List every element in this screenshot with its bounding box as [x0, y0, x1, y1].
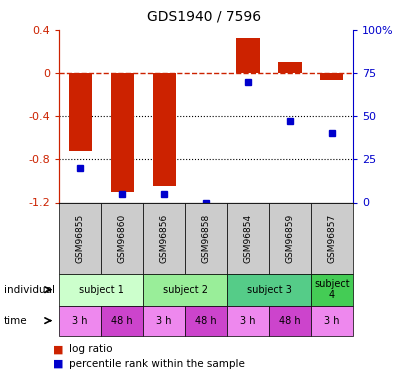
Text: subject 1: subject 1 [79, 285, 124, 295]
Bar [278, 62, 302, 73]
Text: subject
4: subject 4 [314, 279, 350, 300]
Text: ■: ■ [53, 345, 64, 354]
Text: ■: ■ [53, 359, 64, 369]
Text: 48 h: 48 h [279, 316, 301, 326]
Bar [237, 38, 259, 73]
Text: GSM96860: GSM96860 [118, 213, 126, 263]
Text: 48 h: 48 h [195, 316, 217, 326]
Text: GSM96858: GSM96858 [202, 213, 211, 263]
Text: GDS1940 / 7596: GDS1940 / 7596 [147, 9, 261, 23]
Text: GSM96854: GSM96854 [244, 214, 253, 262]
Text: 3 h: 3 h [240, 316, 256, 326]
Text: time: time [4, 316, 28, 326]
Text: log ratio: log ratio [69, 345, 113, 354]
Text: GSM96859: GSM96859 [286, 213, 295, 263]
Text: GSM96855: GSM96855 [75, 213, 84, 263]
Bar [111, 73, 134, 192]
Text: percentile rank within the sample: percentile rank within the sample [69, 359, 245, 369]
Text: 3 h: 3 h [156, 316, 172, 326]
Text: subject 3: subject 3 [246, 285, 291, 295]
Text: subject 2: subject 2 [162, 285, 208, 295]
Bar [320, 73, 344, 80]
Bar [153, 73, 175, 186]
Text: 3 h: 3 h [72, 316, 88, 326]
Bar [69, 73, 92, 151]
Text: 48 h: 48 h [111, 316, 133, 326]
Text: GSM96856: GSM96856 [160, 213, 169, 263]
Text: individual: individual [4, 285, 55, 295]
Text: GSM96857: GSM96857 [328, 213, 337, 263]
Text: 3 h: 3 h [324, 316, 340, 326]
